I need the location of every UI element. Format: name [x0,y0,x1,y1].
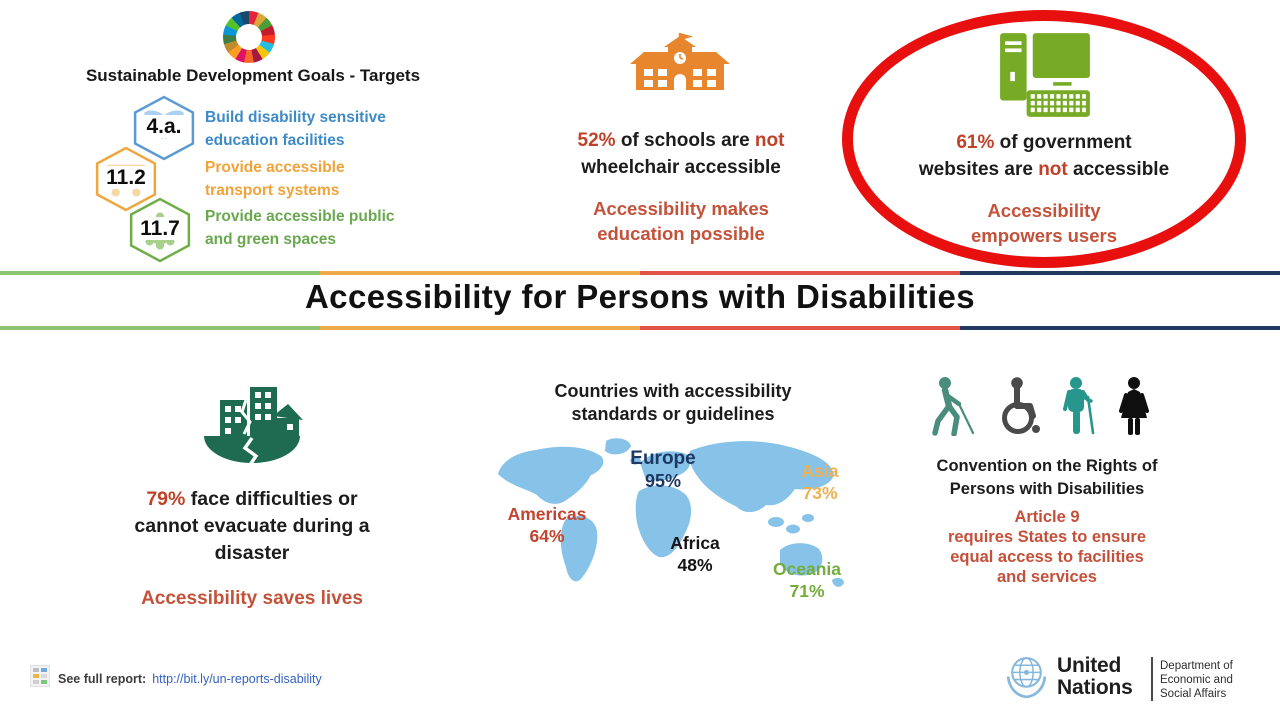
school-icon [630,33,730,90]
disaster-tagline: Accessibility saves lives [141,588,363,609]
sdg-target-label-transport: Provide accessible transport systems [205,159,345,199]
sdg-target-code: 11.7 [138,217,182,240]
sdg-target-hexagon-112: 11.2 [93,146,159,212]
sdg-wheel-icon [223,11,275,63]
banner-rule-bottom [0,326,1280,330]
government-tagline: Accessibility empowers users [970,200,1117,246]
un-name: United Nations [1057,654,1133,699]
report-label: See full report: [58,672,147,686]
government-stat: 61% of government websites are not acces… [918,132,1170,180]
disaster-stat-pct: 79% [146,488,186,510]
red-highlight-circle [842,10,1246,268]
crpd-article: Article 9 requires States to ensure equa… [947,508,1147,586]
schools-stat-pct: 52% [577,130,616,151]
map-label-europe: Europe 95% [630,448,696,491]
sdg-target-hexagon-4a: 4.a. [131,95,197,161]
un-divider [1151,657,1153,701]
sdg-title: Sustainable Development Goals - Targets [85,66,421,85]
world-map [498,438,844,587]
sdg-target-hexagon-117: 11.7 [127,197,193,263]
sdg-target-label-education: Build disability sensitive education fac… [205,109,386,149]
schools-tagline: Accessibility makes education possible [593,198,769,244]
wheelchair-icon [1002,377,1040,434]
map-label-oceania: Oceania 71% [772,559,842,601]
report-link[interactable]: http://bit.ly/un-reports-disability [152,672,322,686]
blind-person-icon [932,377,975,436]
crutch-person-icon [1063,377,1095,435]
report-line: See full report: http://bit.ly/un-reports… [58,672,322,686]
banner-rule-top [0,271,1280,275]
government-stat-pct: 61% [956,132,995,153]
schools-stat: 52% of schools are not wheelchair access… [577,130,785,178]
map-label-asia: Asia 73% [801,461,839,503]
map-title: Countries with accessibility standards o… [554,381,792,424]
disability-icons-row [930,376,1152,436]
sdg-target-code: 11.2 [104,166,148,189]
un-emblem-icon [1006,657,1047,699]
sdg-target-code: 4.a. [144,115,184,138]
report-grid-icon [30,665,50,687]
un-department: Department of Economic and Social Affair… [1160,660,1233,700]
disaster-building-icon [204,387,303,466]
crpd-heading: Convention on the Rights of Persons with… [936,457,1158,498]
sdg-target-label-spaces: Provide accessible public and green spac… [205,208,395,248]
page-title: Accessibility for Persons with Disabilit… [304,278,976,315]
map-label-americas: Americas 64% [507,504,587,546]
computer-icon [1000,33,1090,117]
disaster-stat: 79% face difficulties or cannot evacuate… [134,488,370,564]
woman-icon [1119,377,1149,435]
map-label-africa: Africa 48% [670,533,720,575]
